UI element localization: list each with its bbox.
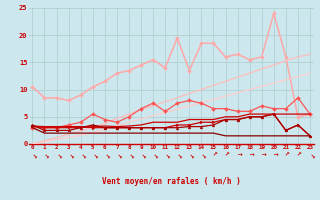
Text: ↑: ↑ [41,151,48,159]
Text: ↑: ↑ [53,151,60,159]
Text: ↑: ↑ [125,151,132,159]
Text: ↑: ↑ [186,151,193,159]
Text: ↑: ↑ [29,151,36,159]
Text: ↑: ↑ [271,152,276,158]
Text: ↑: ↑ [294,151,301,159]
Text: ↑: ↑ [162,151,169,159]
Text: ↑: ↑ [77,151,84,159]
Text: ↑: ↑ [282,151,290,159]
Text: ↑: ↑ [101,151,108,159]
Text: ↑: ↑ [113,151,121,159]
Text: ↑: ↑ [137,151,145,159]
Text: ↑: ↑ [247,152,252,158]
Text: ↑: ↑ [149,151,157,159]
Text: ↑: ↑ [235,152,240,158]
Text: ↑: ↑ [198,151,205,159]
Text: ↑: ↑ [306,151,314,159]
Text: ↑: ↑ [259,152,264,158]
Text: Vent moyen/en rafales ( km/h ): Vent moyen/en rafales ( km/h ) [102,177,241,186]
Text: ↑: ↑ [222,151,229,159]
Text: ↑: ↑ [210,151,217,159]
Text: ↑: ↑ [65,151,72,159]
Text: ↑: ↑ [89,151,96,159]
Text: ↑: ↑ [174,151,181,159]
